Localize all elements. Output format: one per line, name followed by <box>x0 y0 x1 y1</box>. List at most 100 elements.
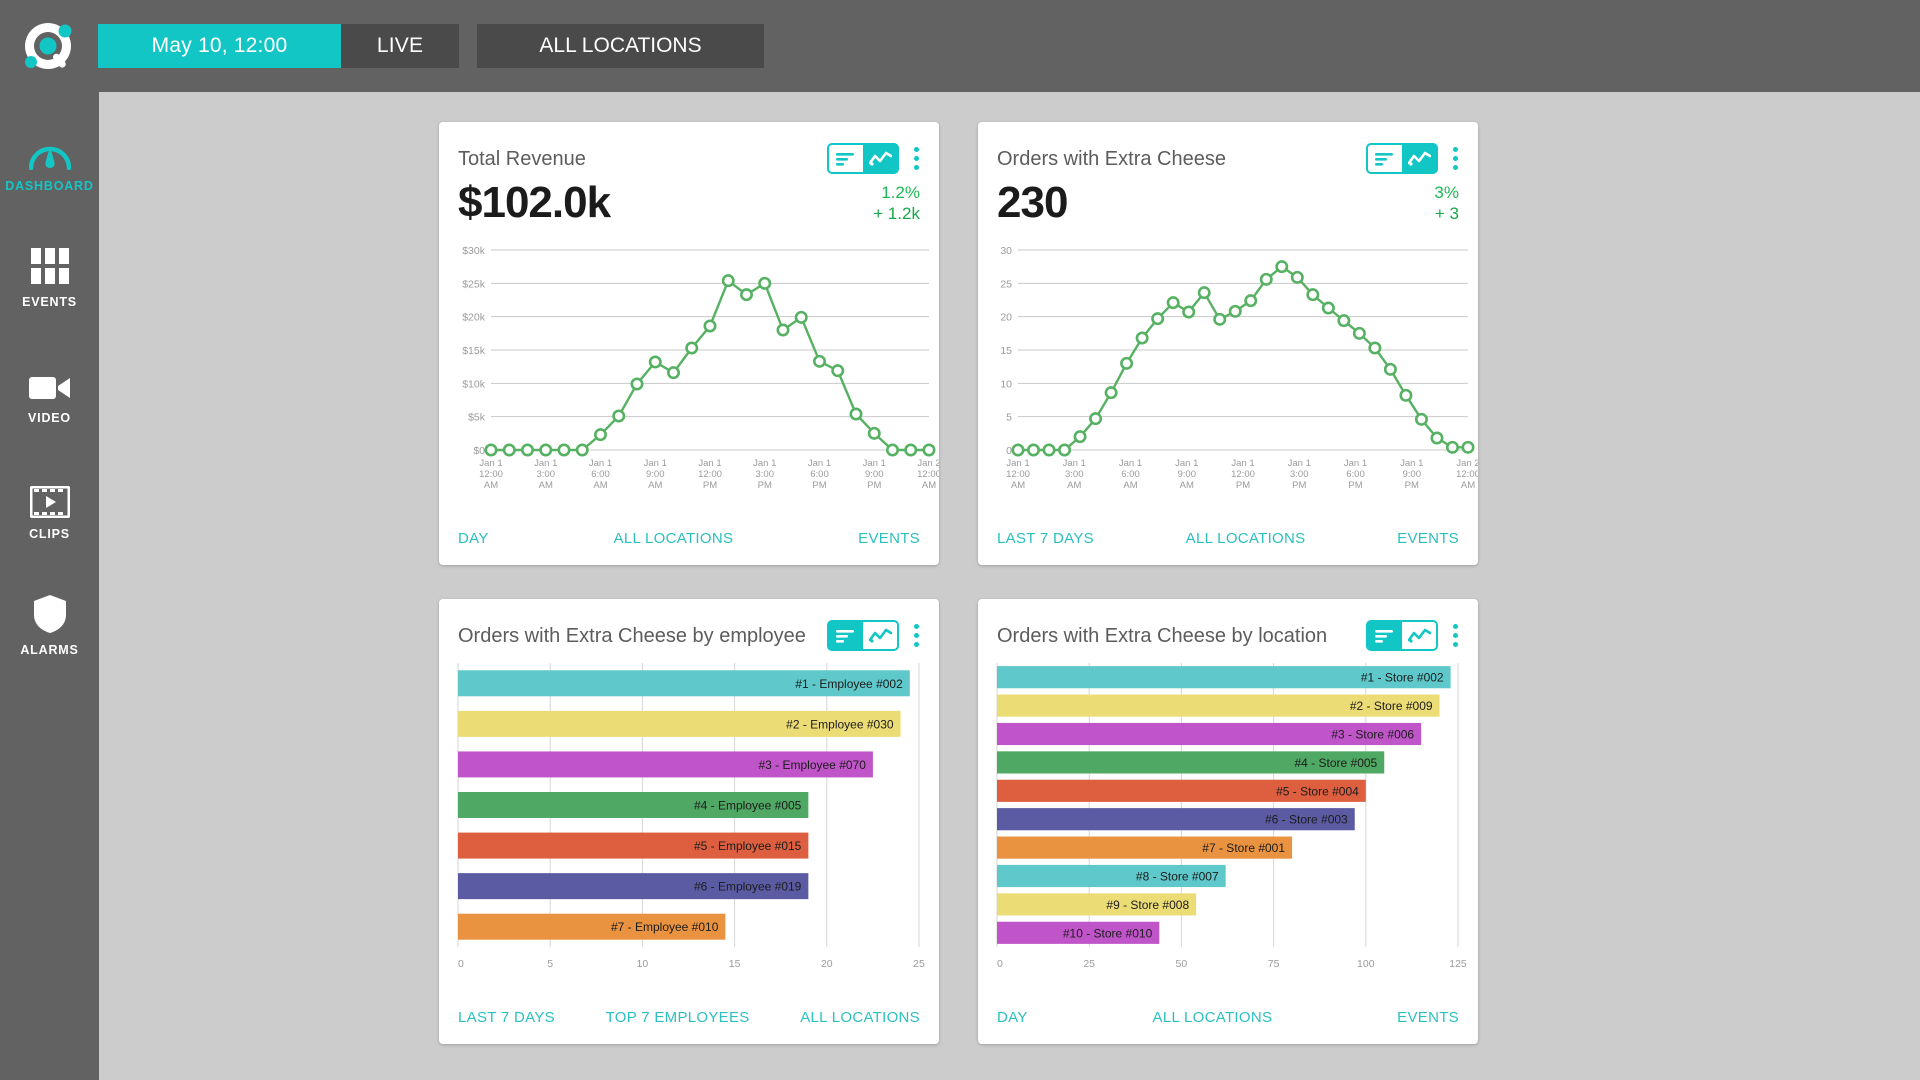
svg-text:3:00: 3:00 <box>1290 469 1309 480</box>
widget-footer: LAST 7 DAYS ALL LOCATIONS EVENTS <box>978 527 1478 549</box>
sidebar-item-label: DASHBOARD <box>5 178 94 193</box>
delta-percent: 1.2% <box>881 183 920 202</box>
svg-text:6:00: 6:00 <box>591 469 610 480</box>
svg-text:#8 - Store #007: #8 - Store #007 <box>1136 870 1219 884</box>
svg-text:3:00: 3:00 <box>537 469 556 480</box>
svg-text:20: 20 <box>1000 312 1012 324</box>
svg-text:PM: PM <box>1405 480 1419 491</box>
widget-canvas: Total Revenue <box>99 92 1920 1080</box>
svg-text:Jan 1: Jan 1 <box>753 458 776 469</box>
all-locations-button[interactable]: ALL LOCATIONS <box>477 24 764 68</box>
chart-type-toggle[interactable] <box>827 143 899 174</box>
svg-text:#4 - Store #005: #4 - Store #005 <box>1295 756 1378 770</box>
svg-text:15: 15 <box>729 958 741 970</box>
svg-text:Jan 1: Jan 1 <box>534 458 557 469</box>
svg-text:30: 30 <box>1000 245 1012 257</box>
svg-text:6:00: 6:00 <box>810 469 829 480</box>
svg-text:5: 5 <box>1006 412 1012 424</box>
sidebar-item-label: CLIPS <box>29 526 70 541</box>
svg-text:PM: PM <box>1236 480 1250 491</box>
svg-text:AM: AM <box>1180 480 1194 491</box>
delta-percent: 3% <box>1434 183 1459 202</box>
footer-link-locations[interactable]: ALL LOCATIONS <box>1152 1008 1273 1026</box>
sidebar-item-clips[interactable]: CLIPS <box>0 456 99 556</box>
line-chart-icon[interactable] <box>1402 144 1437 173</box>
metric-delta: 1.2% + 1.2k <box>873 182 920 224</box>
sidebar-item-alarms[interactable]: ALARMS <box>0 572 99 672</box>
widget-footer: DAY ALL LOCATIONS EVENTS <box>978 1006 1478 1028</box>
svg-text:AM: AM <box>922 480 936 491</box>
footer-link-period[interactable]: LAST 7 DAYS <box>997 529 1094 547</box>
svg-text:AM: AM <box>1461 480 1475 491</box>
widget-header-controls <box>1366 620 1464 651</box>
widget-title: Total Revenue <box>458 148 586 170</box>
delta-absolute: + 1.2k <box>873 204 920 223</box>
sidebar-item-label: ALARMS <box>20 642 79 657</box>
date-time-button[interactable]: May 10, 12:00 <box>98 24 341 68</box>
metric-value: $102.0k <box>458 178 611 227</box>
svg-text:AM: AM <box>1011 480 1025 491</box>
svg-text:15: 15 <box>1000 345 1012 357</box>
widget-menu-button[interactable] <box>908 622 925 649</box>
svg-text:Jan 2: Jan 2 <box>917 458 939 469</box>
widget-orders-by-location: Orders with Extra Cheese by location <box>978 599 1478 1044</box>
line-chart-icon[interactable] <box>1402 621 1437 650</box>
footer-link-events[interactable]: EVENTS <box>1397 529 1459 547</box>
bar-chart-icon[interactable] <box>1367 621 1402 650</box>
live-button[interactable]: LIVE <box>341 24 459 68</box>
svg-text:Jan 1: Jan 1 <box>1400 458 1423 469</box>
svg-text:0: 0 <box>1006 445 1012 457</box>
widget-menu-button[interactable] <box>908 145 925 172</box>
sidebar-item-video[interactable]: VIDEO <box>0 340 99 440</box>
bar-chart-icon[interactable] <box>1367 144 1402 173</box>
line-chart-icon[interactable] <box>863 144 898 173</box>
line-chart-icon[interactable] <box>863 621 898 650</box>
sidebar-item-events[interactable]: EVENTS <box>0 224 99 324</box>
sidebar-item-dashboard[interactable]: DASHBOARD <box>0 108 99 208</box>
chart-type-toggle[interactable] <box>827 620 899 651</box>
footer-link-locations[interactable]: ALL LOCATIONS <box>613 529 734 547</box>
footer-link-top[interactable]: TOP 7 EMPLOYEES <box>605 1008 750 1026</box>
svg-text:Jan 1: Jan 1 <box>644 458 667 469</box>
footer-link-period[interactable]: DAY <box>997 1008 1028 1026</box>
svg-text:100: 100 <box>1357 958 1375 970</box>
grid-icon <box>30 240 69 286</box>
svg-text:AM: AM <box>539 480 553 491</box>
widget-menu-button[interactable] <box>1447 145 1464 172</box>
footer-link-events[interactable]: EVENTS <box>1397 1008 1459 1026</box>
svg-text:$0: $0 <box>473 445 485 457</box>
svg-text:#9 - Store #008: #9 - Store #008 <box>1106 898 1189 912</box>
svg-text:Jan 2: Jan 2 <box>1456 458 1478 469</box>
svg-text:#2 - Employee #030: #2 - Employee #030 <box>786 717 894 731</box>
footer-link-period[interactable]: DAY <box>458 529 489 547</box>
svg-text:Jan 1: Jan 1 <box>698 458 721 469</box>
svg-text:$20k: $20k <box>462 312 486 324</box>
svg-text:Jan 1: Jan 1 <box>1288 458 1311 469</box>
widget-header-controls <box>1366 143 1464 174</box>
svg-text:75: 75 <box>1268 958 1280 970</box>
widget-header-controls <box>827 143 925 174</box>
chart-type-toggle[interactable] <box>1366 620 1438 651</box>
video-camera-icon <box>28 356 71 402</box>
chart-type-toggle[interactable] <box>1366 143 1438 174</box>
svg-text:PM: PM <box>867 480 881 491</box>
footer-link-events[interactable]: EVENTS <box>858 529 920 547</box>
svg-text:50: 50 <box>1176 958 1188 970</box>
footer-link-period[interactable]: LAST 7 DAYS <box>458 1008 555 1026</box>
footer-link-locations[interactable]: ALL LOCATIONS <box>1185 529 1306 547</box>
metric-value: 230 <box>997 178 1068 227</box>
footer-link-locations[interactable]: ALL LOCATIONS <box>800 1008 920 1026</box>
location-bar-chart: 0 25 50 75 100 125 #1 - Store #002 #2 - Store #… <box>978 657 1478 987</box>
svg-text:12:00: 12:00 <box>1456 469 1478 480</box>
bar-chart-icon[interactable] <box>828 621 863 650</box>
svg-text:PM: PM <box>1348 480 1362 491</box>
svg-text:9:00: 9:00 <box>1178 469 1197 480</box>
svg-text:#7 - Store #001: #7 - Store #001 <box>1202 841 1285 855</box>
widget-menu-button[interactable] <box>1447 622 1464 649</box>
bar-chart-icon[interactable] <box>828 144 863 173</box>
svg-text:Jan 1: Jan 1 <box>479 458 502 469</box>
svg-text:#1 - Employee #002: #1 - Employee #002 <box>795 677 903 691</box>
svg-text:9:00: 9:00 <box>646 469 665 480</box>
app-logo[interactable] <box>20 18 76 74</box>
svg-text:0: 0 <box>458 958 464 970</box>
